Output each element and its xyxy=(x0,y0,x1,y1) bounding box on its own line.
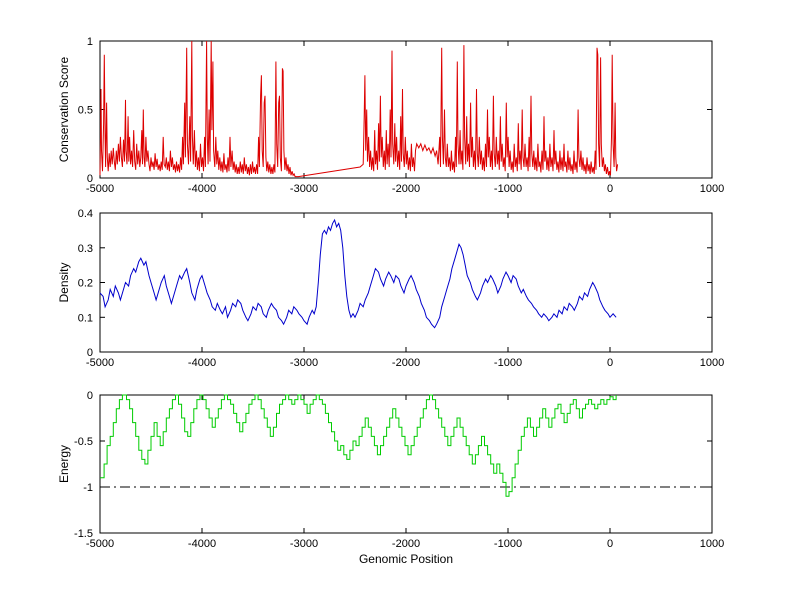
x-tick-label: -1000 xyxy=(494,183,522,195)
y-tick-label: -0.5 xyxy=(74,436,93,448)
x-tick-label: 0 xyxy=(607,538,613,550)
x-tick-label: -1000 xyxy=(494,357,522,369)
energy-series-line xyxy=(100,394,617,497)
density-series-line xyxy=(99,218,617,329)
x-tick-label: -4000 xyxy=(188,183,216,195)
y-axis-label-conservation: Conservation Score xyxy=(57,56,71,162)
y-tick-label: 0.4 xyxy=(78,208,93,220)
y-tick-label: 1 xyxy=(87,36,93,48)
x-tick-label: -4000 xyxy=(188,357,216,369)
x-tick-label: -4000 xyxy=(188,538,216,550)
y-tick-label: 0 xyxy=(87,390,93,402)
axes-box xyxy=(99,212,713,353)
x-tick-label: -3000 xyxy=(290,538,318,550)
subplot-density: -5000 -4000 -3000 -2000 -1000 0 1000 0 0.1 0.2 0.3… xyxy=(57,208,724,369)
subplot-conservation: -5000 -4000 -3000 -2000 -1000 0 1000 0 0.5 1 Conse… xyxy=(57,36,724,195)
subplot-energy: -5000 -4000 -3000 -2000 -1000 0 1000 0 -0.5 -1 -1.… xyxy=(57,390,724,566)
x-tick-label: 1000 xyxy=(700,183,724,195)
x-tick-label: 1000 xyxy=(700,357,724,369)
y-tick-label: 0.5 xyxy=(78,105,93,117)
x-tick-label: 0 xyxy=(607,357,613,369)
x-tick-label: -5000 xyxy=(86,183,114,195)
y-axis-label-density: Density xyxy=(57,262,71,302)
x-tick-label: -2000 xyxy=(392,183,420,195)
x-tick-label: -2000 xyxy=(392,357,420,369)
axes-box xyxy=(99,394,713,534)
x-tick-label: -2000 xyxy=(392,538,420,550)
x-tick-label: -1000 xyxy=(494,538,522,550)
x-tick-label: 0 xyxy=(607,183,613,195)
x-tick-label: 1000 xyxy=(700,538,724,550)
y-tick-label: 0.2 xyxy=(78,278,93,290)
x-tick-label: -3000 xyxy=(290,183,318,195)
y-tick-label: 0.1 xyxy=(78,312,93,324)
y-tick-label: 0 xyxy=(87,173,93,185)
y-tick-label: -1.5 xyxy=(74,528,93,540)
y-tick-label: 0.3 xyxy=(78,243,93,255)
x-tick-label: -5000 xyxy=(86,538,114,550)
x-tick-label: -3000 xyxy=(290,357,318,369)
x-tick-label: -5000 xyxy=(86,357,114,369)
y-tick-label: -1 xyxy=(83,482,93,494)
x-axis-label: Genomic Position xyxy=(359,552,453,566)
conservation-series-line xyxy=(99,40,619,178)
y-tick-label: 0 xyxy=(87,347,93,359)
y-axis-label-energy: Energy xyxy=(57,445,71,483)
